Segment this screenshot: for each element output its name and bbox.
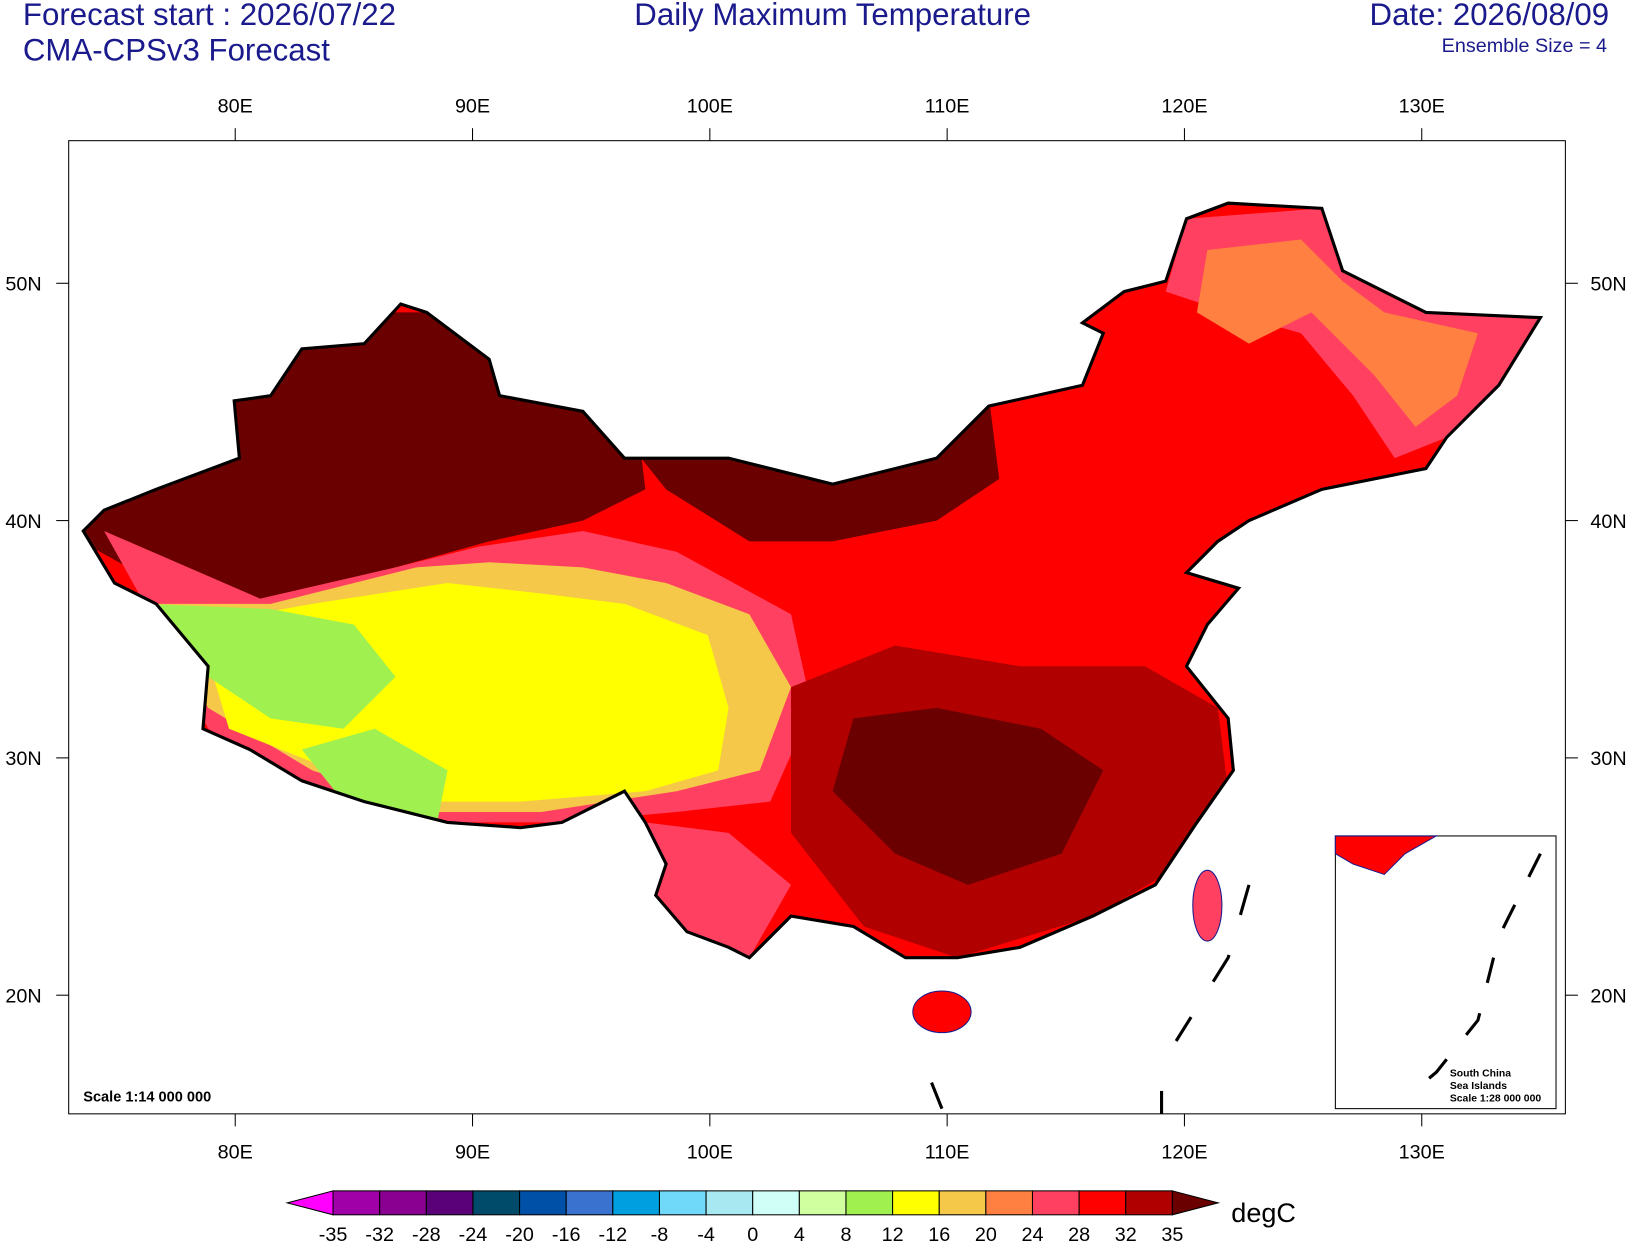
colorbar-box <box>332 1190 381 1216</box>
inset-line: South China <box>1450 1068 1511 1079</box>
colorbar-label: -32 <box>365 1224 394 1241</box>
colorbar-label: 16 <box>928 1224 950 1241</box>
colorbar-box <box>985 1190 1034 1216</box>
colorbar-label: 28 <box>1068 1224 1090 1241</box>
inset-dash-line <box>1404 852 1542 1100</box>
colorbar-box <box>472 1190 521 1216</box>
colorbar-label: -24 <box>459 1224 488 1241</box>
colorbar-box <box>798 1190 847 1216</box>
lon-label: 130E <box>1399 1142 1445 1164</box>
nine-dash-line <box>930 884 1251 1114</box>
inset: South China Sea Islands Scale 1:28 000 000 <box>1334 835 1557 1110</box>
colorbar-box <box>1078 1190 1127 1216</box>
colorbar-box <box>379 1190 427 1216</box>
lat-label: 20N <box>5 985 41 1007</box>
lon-label: 120E <box>1161 96 1207 118</box>
colorbar-box <box>938 1190 987 1216</box>
lat-label: 40N <box>1590 511 1626 533</box>
colorbar-label: -20 <box>505 1224 534 1241</box>
inset-line: Scale 1:28 000 000 <box>1450 1093 1542 1104</box>
colorbar-label: -28 <box>412 1224 441 1241</box>
lat-label: 30N <box>5 748 41 770</box>
lon-label: 90E <box>455 1142 490 1164</box>
colorbar-box <box>892 1190 940 1216</box>
inset-caption: South China Sea Islands Scale 1:28 000 000 <box>1450 1068 1542 1104</box>
lat-label: 40N <box>5 511 41 533</box>
title: Daily Maximum Temperature <box>634 0 1031 32</box>
lat-label: 30N <box>1590 748 1626 770</box>
inset-land <box>1334 835 1439 876</box>
lat-label: 20N <box>1590 985 1626 1007</box>
lon-label: 120E <box>1161 1142 1207 1164</box>
colorbar-label: -4 <box>697 1224 715 1241</box>
colorbar-label: 35 <box>1161 1224 1183 1241</box>
inset-line: Sea Islands <box>1450 1081 1507 1092</box>
colorbar-box <box>845 1190 894 1216</box>
inset-frame <box>1334 835 1557 1110</box>
colorbar-end <box>285 1190 334 1216</box>
colorbar-box <box>752 1190 800 1216</box>
lat-label: 50N <box>5 274 41 296</box>
model-name: CMA-CPSv3 Forecast <box>23 33 330 68</box>
lon-label: 80E <box>218 96 253 118</box>
taiwan <box>1192 869 1223 942</box>
colorbar-box <box>1125 1190 1173 1216</box>
lon-label: 80E <box>218 1142 253 1164</box>
axis-ticks: 80E 80E 90E 90E 100E 100E 110E 110E 120E 120E 130E… <box>5 96 1626 1164</box>
colorbar: -35 -32 -28 -24 -20 -16 -12 -8 -4 0 4 8 12 16 20 24 28 32… <box>285 1190 1296 1246</box>
lon-label: 130E <box>1399 96 1445 118</box>
colorbar-box <box>519 1190 567 1216</box>
colorbar-label: 8 <box>840 1224 851 1241</box>
hainan <box>912 990 972 1034</box>
lon-label: 110E <box>925 96 970 118</box>
lon-label: 100E <box>687 1142 733 1164</box>
colorbar-end <box>1171 1190 1221 1216</box>
colorbar-label: 4 <box>794 1224 805 1241</box>
colorbar-label: 12 <box>882 1224 904 1241</box>
colorbar-box <box>658 1190 707 1216</box>
colorbar-box <box>705 1190 754 1216</box>
colorbar-box <box>565 1190 614 1216</box>
lon-label: 100E <box>687 96 733 118</box>
colorbar-label: -8 <box>651 1224 669 1241</box>
colorbar-box <box>425 1190 474 1216</box>
country-border <box>81 201 1544 960</box>
ensemble-size: Ensemble Size = 4 <box>1442 35 1607 57</box>
colorbar-label: 0 <box>747 1224 758 1241</box>
colorbar-box <box>1031 1190 1080 1216</box>
date: Date: 2026/08/09 <box>1370 0 1610 32</box>
lon-label: 90E <box>455 96 490 118</box>
lon-label: 110E <box>925 1142 970 1164</box>
colorbar-label: -35 <box>319 1224 348 1241</box>
map-scale: Scale 1:14 000 000 <box>83 1089 211 1105</box>
colorbar-box <box>612 1190 660 1216</box>
forecast-start: Forecast start : 2026/07/22 <box>23 0 396 32</box>
colorbar-label: -16 <box>552 1224 581 1241</box>
colorbar-unit: degC <box>1231 1198 1296 1228</box>
lat-label: 50N <box>1590 274 1626 296</box>
colorbar-label: -12 <box>599 1224 628 1241</box>
colorbar-label: 20 <box>975 1224 997 1241</box>
colorbar-label: 32 <box>1115 1224 1137 1241</box>
colorbar-label: 24 <box>1021 1224 1043 1241</box>
